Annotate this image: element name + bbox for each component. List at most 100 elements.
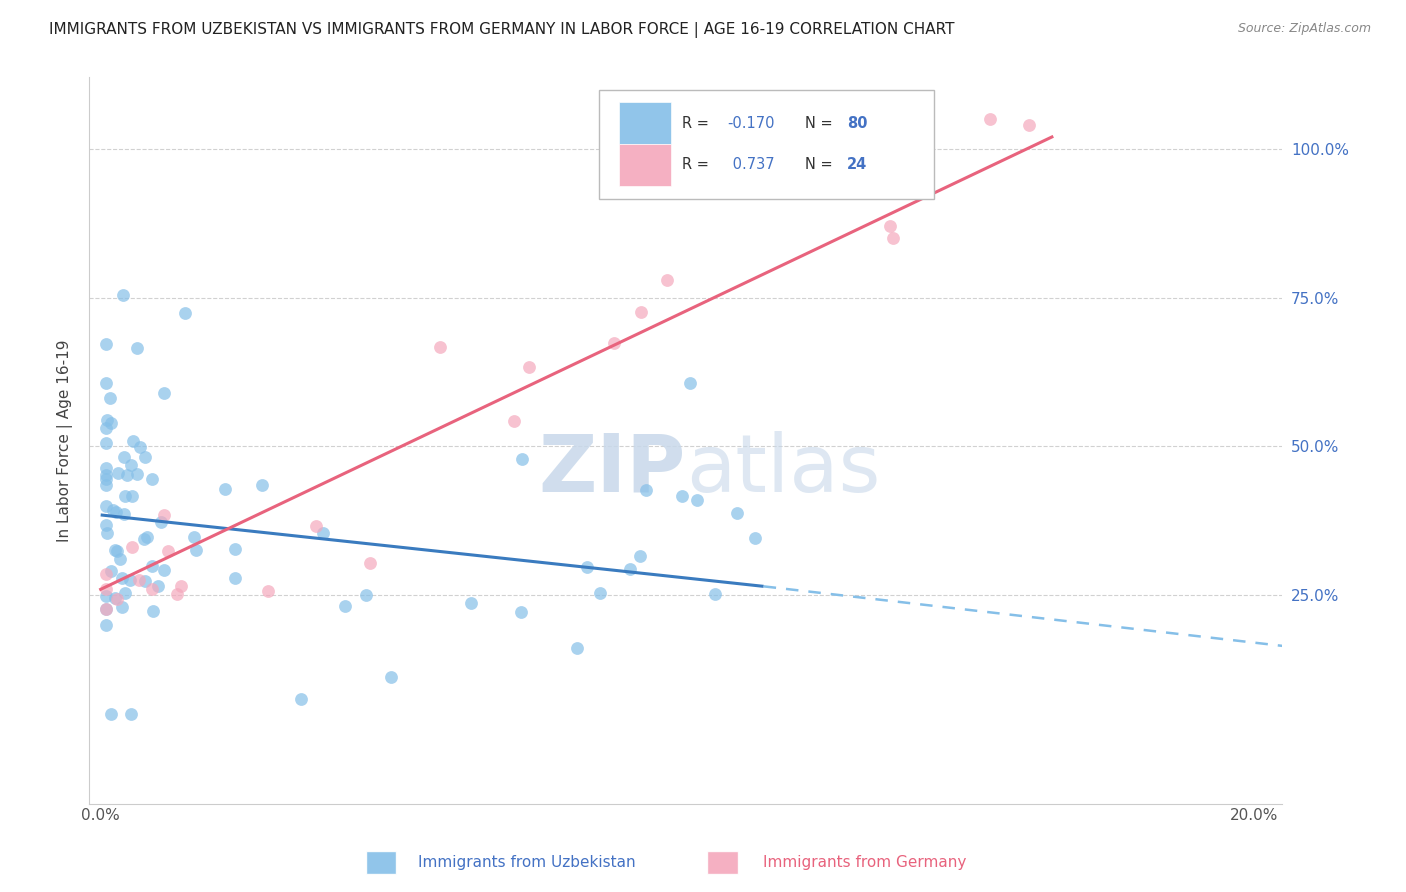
Text: atlas: atlas	[686, 431, 880, 508]
Point	[744, 531, 766, 545]
Text: ZIP: ZIP	[538, 431, 686, 508]
Point	[510, 606, 533, 620]
Text: Source: ZipAtlas.com: Source: ZipAtlas.com	[1237, 22, 1371, 36]
Point	[359, 556, 381, 570]
Point	[214, 483, 236, 497]
Point	[305, 519, 328, 533]
Y-axis label: In Labor Force | Age 16-19: In Labor Force | Age 16-19	[58, 339, 73, 541]
Point	[575, 559, 598, 574]
Point	[120, 458, 142, 473]
Point	[166, 587, 188, 601]
Point	[96, 582, 118, 596]
Point	[589, 586, 612, 600]
Point	[141, 558, 163, 573]
FancyBboxPatch shape	[707, 851, 738, 874]
Point	[129, 440, 152, 454]
Point	[429, 340, 451, 354]
Text: -0.170: -0.170	[727, 116, 775, 131]
Text: R =: R =	[682, 116, 714, 131]
Point	[186, 542, 208, 557]
Point	[183, 530, 205, 544]
Point	[105, 592, 128, 607]
Point	[103, 503, 125, 517]
Point	[224, 542, 246, 557]
Point	[134, 574, 156, 588]
Point	[354, 588, 377, 602]
Point	[122, 434, 145, 448]
Text: N =: N =	[806, 116, 838, 131]
Point	[100, 416, 122, 430]
FancyBboxPatch shape	[599, 90, 934, 200]
Point	[152, 563, 174, 577]
Point	[671, 489, 693, 503]
Point	[96, 589, 118, 603]
Point	[96, 478, 118, 492]
Point	[105, 505, 128, 519]
Point	[96, 413, 118, 427]
Point	[98, 391, 121, 405]
Point	[170, 579, 193, 593]
Point	[882, 231, 904, 245]
Point	[121, 489, 143, 503]
Point	[111, 600, 134, 615]
Point	[141, 472, 163, 486]
Text: N =: N =	[806, 157, 838, 172]
Point	[333, 599, 356, 614]
Point	[96, 436, 118, 450]
Point	[157, 544, 180, 558]
Point	[96, 500, 118, 514]
Point	[152, 385, 174, 400]
Point	[96, 337, 118, 351]
Point	[121, 540, 143, 554]
Point	[108, 552, 131, 566]
Point	[979, 112, 1001, 127]
Text: 0.737: 0.737	[727, 157, 775, 172]
Point	[96, 461, 118, 475]
FancyBboxPatch shape	[366, 851, 396, 874]
Point	[96, 421, 118, 435]
Text: 24: 24	[846, 157, 868, 172]
Point	[502, 413, 524, 427]
Point	[655, 272, 678, 286]
Point	[121, 707, 143, 722]
Text: IMMIGRANTS FROM UZBEKISTAN VS IMMIGRANTS FROM GERMANY IN LABOR FORCE | AGE 16-19: IMMIGRANTS FROM UZBEKISTAN VS IMMIGRANTS…	[49, 22, 955, 38]
Point	[96, 602, 118, 616]
Point	[100, 707, 122, 722]
Point	[704, 587, 727, 601]
Point	[150, 515, 173, 529]
Point	[517, 360, 540, 375]
Point	[565, 640, 588, 655]
Point	[105, 544, 128, 558]
Point	[96, 468, 118, 483]
Point	[312, 525, 335, 540]
Point	[173, 306, 195, 320]
Text: 80: 80	[846, 116, 868, 131]
Text: R =: R =	[682, 157, 714, 172]
Point	[128, 573, 150, 587]
Point	[630, 305, 652, 319]
Point	[1018, 118, 1040, 132]
Point	[96, 601, 118, 615]
Point	[96, 472, 118, 486]
Point	[460, 596, 482, 610]
Point	[153, 508, 176, 523]
Point	[603, 335, 626, 350]
FancyBboxPatch shape	[619, 102, 672, 145]
Point	[725, 507, 748, 521]
FancyBboxPatch shape	[619, 144, 672, 186]
Point	[142, 603, 165, 617]
Point	[224, 571, 246, 585]
Point	[686, 492, 709, 507]
Point	[112, 450, 135, 465]
Point	[114, 507, 136, 521]
Point	[879, 219, 901, 233]
Point	[114, 489, 136, 503]
Point	[96, 617, 118, 632]
Point	[135, 530, 157, 544]
Point	[619, 562, 641, 576]
Point	[290, 691, 312, 706]
Point	[104, 591, 127, 606]
Point	[148, 579, 170, 593]
Point	[134, 450, 156, 465]
Point	[127, 341, 149, 355]
